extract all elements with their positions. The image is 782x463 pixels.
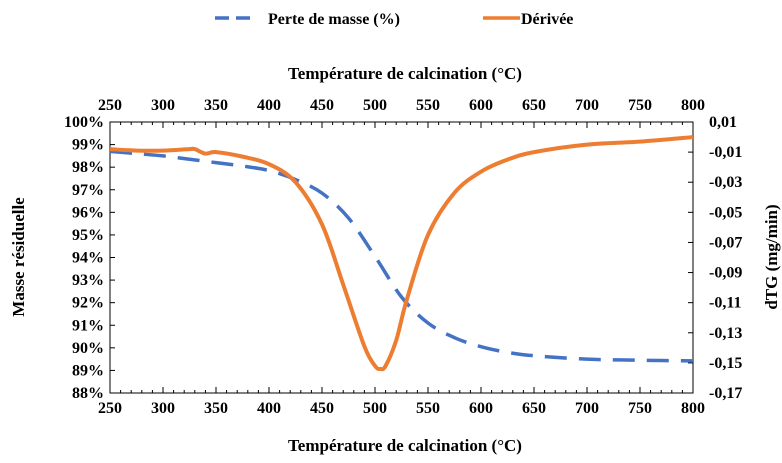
x-top-tick-label: 600	[469, 97, 493, 114]
plot-area	[109, 121, 694, 394]
legend: Perte de masse (%) Dérivée	[215, 11, 573, 28]
y-left-tick-label: 96%	[72, 204, 104, 221]
y-left-tick-label: 98%	[72, 159, 104, 176]
x-top-tick-label: 650	[522, 97, 546, 114]
legend-label-derivative: Dérivée	[521, 11, 573, 28]
y-right-tick-label: -0,03	[709, 174, 742, 191]
x-bottom-tick-label: 300	[151, 400, 175, 417]
x-bottom-tick-label: 700	[575, 400, 599, 417]
x-top-tick-label: 300	[151, 97, 175, 114]
y-right-axis-title: dTG (mg/min)	[762, 204, 781, 309]
y-right-tick-label: -0,09	[709, 265, 742, 282]
axis-ticks	[109, 121, 694, 394]
x-top-tick-label: 350	[204, 97, 228, 114]
y-left-tick-label: 99%	[72, 137, 104, 154]
y-left-tick-label: 97%	[72, 182, 104, 199]
x-top-tick-label: 550	[416, 97, 440, 114]
y-left-tick-label: 89%	[72, 362, 104, 379]
y-left-tick-label: 91%	[72, 317, 104, 334]
x-bottom-tick-label: 450	[310, 400, 334, 417]
y-left-tick-label: 93%	[72, 272, 104, 289]
y-left-tick-label: 92%	[72, 295, 104, 312]
x-bottom-tick-label: 650	[522, 400, 546, 417]
x-top-tick-label: 250	[98, 97, 122, 114]
y-right-tick-label: -0,05	[709, 204, 742, 221]
series-derivative-line	[109, 135, 694, 372]
x-bottom-tick-label: 750	[628, 400, 652, 417]
y-right-tick-label: -0,07	[709, 234, 742, 251]
x-bottom-axis-title: Température de calcination (°C)	[288, 436, 522, 455]
y-left-axis-title: Masse résiduelle	[9, 197, 28, 317]
x-top-tick-label: 500	[363, 97, 387, 114]
y-right-tick-label: -0,15	[709, 355, 742, 372]
series	[109, 135, 694, 372]
y-left-tick-label: 95%	[72, 227, 104, 244]
x-top-axis-title: Température de calcination (°C)	[288, 64, 522, 83]
y-left-tick-label: 100%	[64, 114, 104, 131]
y-right-tick-label: -0,17	[709, 385, 742, 402]
axis-tick-labels: 250 250 300 300 350 350 400 400 450 450 500 500 550 5…	[64, 97, 742, 417]
y-right-tick-label: -0,13	[709, 325, 742, 342]
y-left-tick-label: 90%	[72, 340, 104, 357]
x-bottom-tick-label: 350	[204, 400, 228, 417]
legend-label-mass-loss: Perte de masse (%)	[268, 11, 400, 28]
x-top-tick-label: 750	[628, 97, 652, 114]
x-bottom-tick-label: 250	[98, 400, 122, 417]
y-right-tick-label: -0,11	[709, 295, 741, 312]
y-left-tick-label: 94%	[72, 250, 104, 267]
series-mass-loss-line	[109, 149, 694, 363]
x-bottom-tick-label: 550	[416, 400, 440, 417]
x-bottom-tick-label: 800	[681, 400, 705, 417]
y-right-tick-label: 0,01	[709, 114, 737, 131]
y-right-tick-label: -0,01	[709, 144, 742, 161]
y-left-tick-label: 88%	[72, 385, 104, 402]
x-bottom-tick-label: 600	[469, 400, 493, 417]
x-top-tick-label: 400	[257, 97, 281, 114]
x-top-tick-label: 700	[575, 97, 599, 114]
x-top-tick-label: 800	[681, 97, 705, 114]
x-bottom-tick-label: 500	[363, 400, 387, 417]
x-top-tick-label: 450	[310, 97, 334, 114]
x-bottom-tick-label: 400	[257, 400, 281, 417]
